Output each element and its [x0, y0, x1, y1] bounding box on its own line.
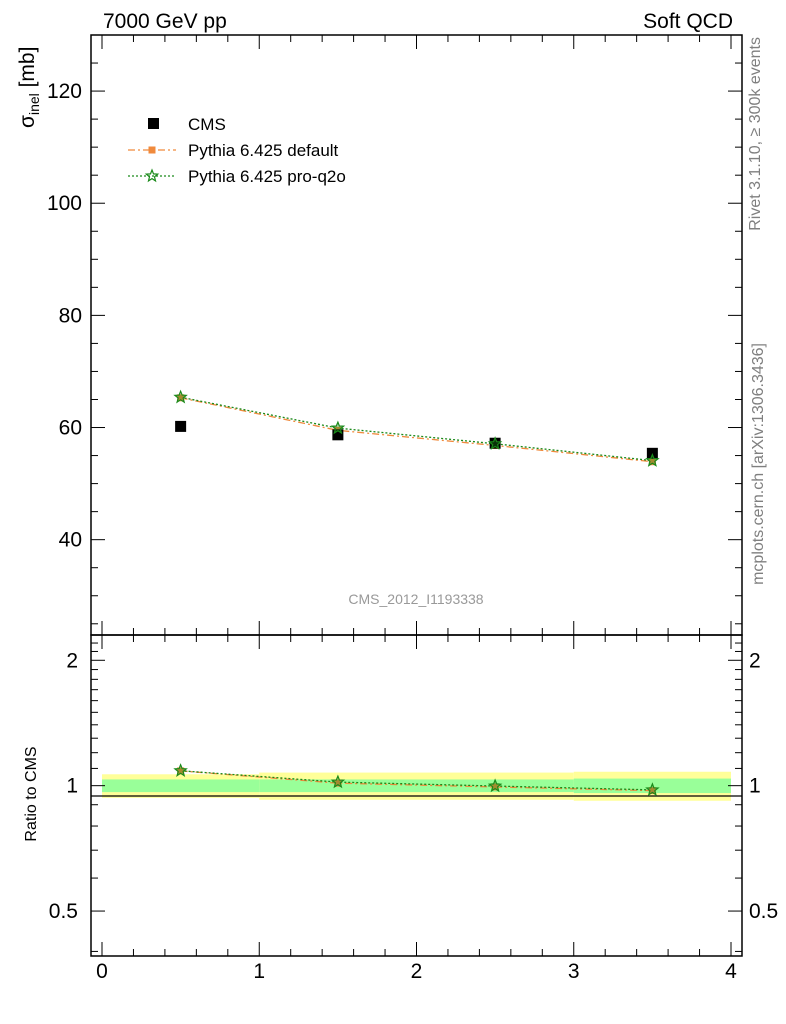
- pythia-proq2o-point: [330, 420, 346, 435]
- mcplots-label: mcplots.cern.ch [arXiv:1306.3436]: [750, 343, 767, 585]
- ratio-frame: [90, 634, 743, 957]
- ratio-x-tick-label: 3: [568, 960, 580, 983]
- ratio-pythia-default-point: [334, 779, 342, 787]
- ratio-y-tick-label-right: 2: [749, 649, 761, 672]
- analysis-id-label: CMS_2012_I1193338: [348, 591, 483, 607]
- ratio-panel: 0.5 0.5 1 1 2 2 0 1 2 3 4 Ratio to CMS: [23, 634, 778, 983]
- ratio-y-tick-labels: 0.5 0.5 1 1 2 2: [49, 649, 778, 923]
- legend-entry-cms: CMS: [148, 115, 226, 134]
- ratio-y-tick-label-right: 0.5: [749, 900, 778, 923]
- main-y-tick-label: 60: [59, 417, 82, 440]
- main-y-axis-label-sub: inel: [26, 93, 42, 115]
- legend-cms-marker: [148, 118, 159, 129]
- legend-pythia-default-label: Pythia 6.425 default: [188, 141, 339, 160]
- ratio-pythia-proq2o-point: [173, 763, 188, 777]
- ratio-x-tick-label: 4: [725, 960, 737, 983]
- pythia-proq2o-point: [645, 452, 660, 467]
- ratio-y-tick-label: 0.5: [49, 900, 78, 923]
- main-y-tick-label: 80: [59, 304, 82, 327]
- pythia-proq2o-point: [173, 389, 188, 404]
- ratio-axis-ticks: [91, 635, 742, 956]
- header-left: 7000 GeV pp: [103, 10, 227, 33]
- legend-pythia-default-marker: [148, 146, 156, 154]
- legend-entry-pythia-default: Pythia 6.425 default: [128, 141, 339, 160]
- ratio-pythia-proq2o-point: [487, 778, 503, 793]
- legend-pythia-proq2o-marker: [144, 168, 160, 183]
- cms-data-point: [489, 437, 501, 449]
- ratio-pythia-default-point: [177, 767, 185, 775]
- legend-cms-label: CMS: [188, 115, 226, 134]
- legend: CMS Pythia 6.425 default Pythia 6.425 pr…: [128, 115, 346, 186]
- ratio-pythia-default-point: [491, 783, 499, 791]
- ratio-series: [173, 763, 660, 797]
- ratio-pythia-proq2o-point: [645, 782, 660, 797]
- main-y-tick-label: 120: [47, 80, 82, 103]
- legend-pythia-proq2o-label: Pythia 6.425 pro-q2o: [188, 167, 346, 186]
- pythia-proq2o-line: [180, 396, 653, 462]
- main-y-tick-label: 40: [59, 529, 82, 552]
- main-panel: 40 60 80 100 120 σinel [mb] CMS_2012_I119333…: [16, 34, 743, 636]
- ratio-y-tick-label: 1: [66, 775, 78, 798]
- cms-data-point: [175, 420, 187, 432]
- ratio-pythia-proq2o-point: [330, 774, 346, 789]
- main-y-tick-label: 100: [47, 192, 82, 215]
- ratio-pythia-default-line: [180, 770, 653, 792]
- main-y-axis-label: σinel [mb]: [16, 47, 42, 128]
- ratio-y-axis-label: Ratio to CMS: [23, 746, 40, 841]
- main-axis-ticks: [91, 34, 742, 635]
- pythia-proq2o-point: [487, 436, 503, 450]
- main-y-axis-label-symbol: σ: [16, 115, 39, 128]
- ratio-band-inner: [102, 779, 260, 793]
- header-right: Soft QCD: [643, 10, 733, 33]
- main-y-tick-labels: 40 60 80 100 120: [47, 80, 82, 552]
- main-y-axis-label-unit: [mb]: [16, 47, 39, 94]
- pythia-default-line: [180, 397, 653, 463]
- ratio-y-tick-label: 2: [66, 649, 78, 672]
- ratio-x-tick-labels: 0 1 2 3 4: [96, 960, 737, 983]
- ratio-y-tick-label-right: 1: [749, 775, 761, 798]
- ratio-x-tick-label: 0: [96, 960, 108, 983]
- pythia-default-point: [177, 394, 185, 402]
- ratio-x-tick-label: 2: [411, 960, 423, 983]
- legend-entry-pythia-proq2o: Pythia 6.425 pro-q2o: [128, 167, 346, 186]
- cms-data-point: [332, 429, 344, 441]
- ratio-pythia-default-point: [648, 787, 656, 795]
- pythia-default-point: [648, 458, 656, 466]
- ratio-x-tick-label: 1: [253, 960, 265, 983]
- ratio-pythia-proq2o-line: [180, 770, 653, 791]
- rivet-version-label: Rivet 3.1.10, ≥ 300k events: [747, 37, 764, 231]
- main-series: [173, 389, 660, 467]
